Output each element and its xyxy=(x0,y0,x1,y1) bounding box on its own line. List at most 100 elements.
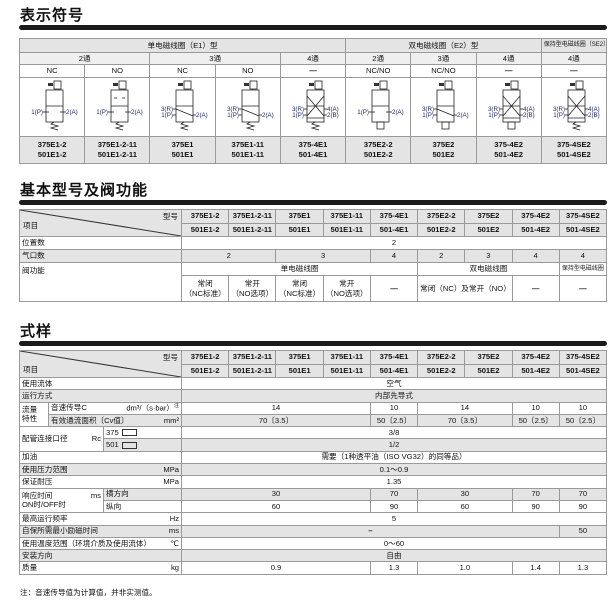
model-501: 501-4E1 xyxy=(298,150,328,159)
label-line: 特性 xyxy=(22,414,38,424)
model-cell: 375E2 501E2 xyxy=(410,136,477,164)
model-501: 501E2 xyxy=(464,222,513,237)
valve-symbol-cell: 3(R) 1(P) 2(A) xyxy=(149,77,216,137)
port-label: 4(A) xyxy=(523,106,535,113)
model-cell: 375-4SE2 501-4SE2 xyxy=(540,136,608,164)
size-cell: 501 xyxy=(102,438,183,452)
row-label: 自保所需最小励磁时间 ms xyxy=(18,524,183,538)
valve-symbol-cell: 1(P) 2(A) xyxy=(18,77,86,137)
valve-symbol-cell: 3(R) 1(P) 4(A) 2(B) xyxy=(475,77,542,137)
model-501: 501E1-2-11 xyxy=(228,222,277,237)
value-cell: 5 xyxy=(181,512,607,526)
port-label: 4(A) xyxy=(588,106,600,113)
diagonal-line xyxy=(20,351,181,377)
ways-cell: 4通 xyxy=(475,52,542,65)
ways-cell: 3通 xyxy=(410,52,477,65)
value-cell: 3 xyxy=(464,249,513,263)
symbol-stroke xyxy=(306,95,325,117)
value-cell: 90 xyxy=(369,499,419,514)
value-cell: 70 xyxy=(558,487,608,501)
value-cell: 0.9 xyxy=(181,561,371,575)
model-cell: 375E1 501E1 xyxy=(149,136,216,164)
model-375: 375E1-11 xyxy=(322,350,371,365)
symbol-stroke xyxy=(502,95,520,117)
value-cell: 50〔2.5〕 xyxy=(511,413,560,428)
model-501: 501E1-2 xyxy=(181,363,230,378)
row-label: 气口数 xyxy=(19,249,182,263)
port-label: 2(B) xyxy=(588,112,600,119)
spring-icon xyxy=(245,121,256,131)
value-cell: 1.4 xyxy=(511,561,560,575)
valve-symbol-cell: 1(P) 2(A) xyxy=(345,77,412,137)
function-line: （NO选项） xyxy=(231,288,274,298)
unit: ms xyxy=(90,490,101,500)
value-cell: 自由 xyxy=(181,549,607,563)
model-375: 375E1-2-11 xyxy=(228,350,277,365)
port-label: 2(A) xyxy=(131,109,143,116)
port-label: 1(P) xyxy=(227,112,239,119)
solenoid-icon xyxy=(510,80,518,90)
model-501: 501E1-2-11 xyxy=(97,150,137,159)
model-375: 375-4SE2 xyxy=(558,350,608,365)
label-text: 有效通流面积〔Cv值〕 xyxy=(51,415,129,425)
value-cell: 需要（1种透平油（ISO VG32）的同等品） xyxy=(181,450,607,465)
direction-cell: 横方向 xyxy=(102,487,183,501)
function-cell: — xyxy=(369,275,419,302)
model-501: 501E1-11 xyxy=(231,150,265,159)
unit: MPa xyxy=(163,464,180,474)
value-cell: 50〔2.5〕 xyxy=(369,413,419,428)
value-cell: 70〔3.5〕 xyxy=(417,413,513,428)
port-label: 1(P) xyxy=(553,112,565,119)
valve-type-cell: — xyxy=(279,64,347,78)
valve-symbol-icon: 1(P) 2(A) xyxy=(31,80,78,131)
section-divider xyxy=(19,341,607,346)
sub-label: 音速传导C dm³/（s·bar）注 xyxy=(47,401,183,415)
row-label: 加油 xyxy=(18,450,183,465)
ways-cell: 2通 xyxy=(18,52,151,65)
model-501: 501-4E2 xyxy=(511,363,560,378)
group-header: 保持型电磁线圈（SE2）型 xyxy=(540,38,608,53)
valve-type-cell: NC/NO xyxy=(345,64,412,78)
model-501: 501-4E2 xyxy=(494,150,523,159)
blank-box xyxy=(121,429,137,437)
valve-symbol-icon: 3(R)1(P) 4(A)2(B) xyxy=(292,80,339,131)
spring-icon xyxy=(114,121,125,131)
symbol-stroke xyxy=(241,108,259,117)
valve-symbol-cell: 3(R) 1(P) 2(A) xyxy=(214,77,281,137)
model-375: 375-4SE2 xyxy=(556,140,591,150)
model-501: 501-4E1 xyxy=(369,222,419,237)
function-cell: 常闭 （NC标准） xyxy=(180,275,230,302)
solenoid-icon xyxy=(374,83,380,86)
port-label: 1(P) xyxy=(488,112,500,119)
model-501: 501-4SE2 xyxy=(558,222,608,237)
value-cell: 2 xyxy=(417,249,466,263)
model-501: 501E1-2 xyxy=(37,150,67,159)
spec-table: 型号 项目 375E1-2 375E1-2-11 375E1 375E1-11 375-… xyxy=(18,350,608,575)
ways-cell: 4通 xyxy=(540,52,608,65)
port-label: 4(A) xyxy=(327,106,339,113)
port-label: 2(A) xyxy=(392,109,404,116)
model-375: 375E1-2 xyxy=(180,209,230,224)
valve-type-cell: NC/NO xyxy=(410,64,477,78)
section-title-spec: 式样 xyxy=(20,323,53,340)
value-cell: 1.3 xyxy=(558,561,608,575)
model-375: 375E1-11 xyxy=(322,209,371,224)
row-label: 最高运行频率 Hz xyxy=(18,512,183,526)
value-cell: 10 xyxy=(558,401,608,415)
model-375: 375-4E2 xyxy=(511,350,560,365)
unit: mm² xyxy=(163,415,180,425)
port-label: 1(P) xyxy=(162,112,174,119)
value-cell: 90 xyxy=(511,499,560,514)
size-text: 501 xyxy=(106,440,119,450)
port-label: 1(P) xyxy=(97,109,109,116)
valve-symbol-icon: 3(R)1(P) 4(A)2(B) xyxy=(553,80,600,131)
size-text: 375 xyxy=(106,427,119,437)
port-label: 1(P) xyxy=(31,109,43,116)
port-label: 2(B) xyxy=(523,112,535,119)
model-375: 375-4E1 xyxy=(298,140,328,150)
model-501: 501E1 xyxy=(171,150,194,159)
row-label: 配管连接口径 Rc xyxy=(19,426,104,452)
valve-type-cell: NO xyxy=(84,64,151,78)
spring-icon xyxy=(571,121,582,131)
port-label: 3(R) xyxy=(292,106,304,113)
